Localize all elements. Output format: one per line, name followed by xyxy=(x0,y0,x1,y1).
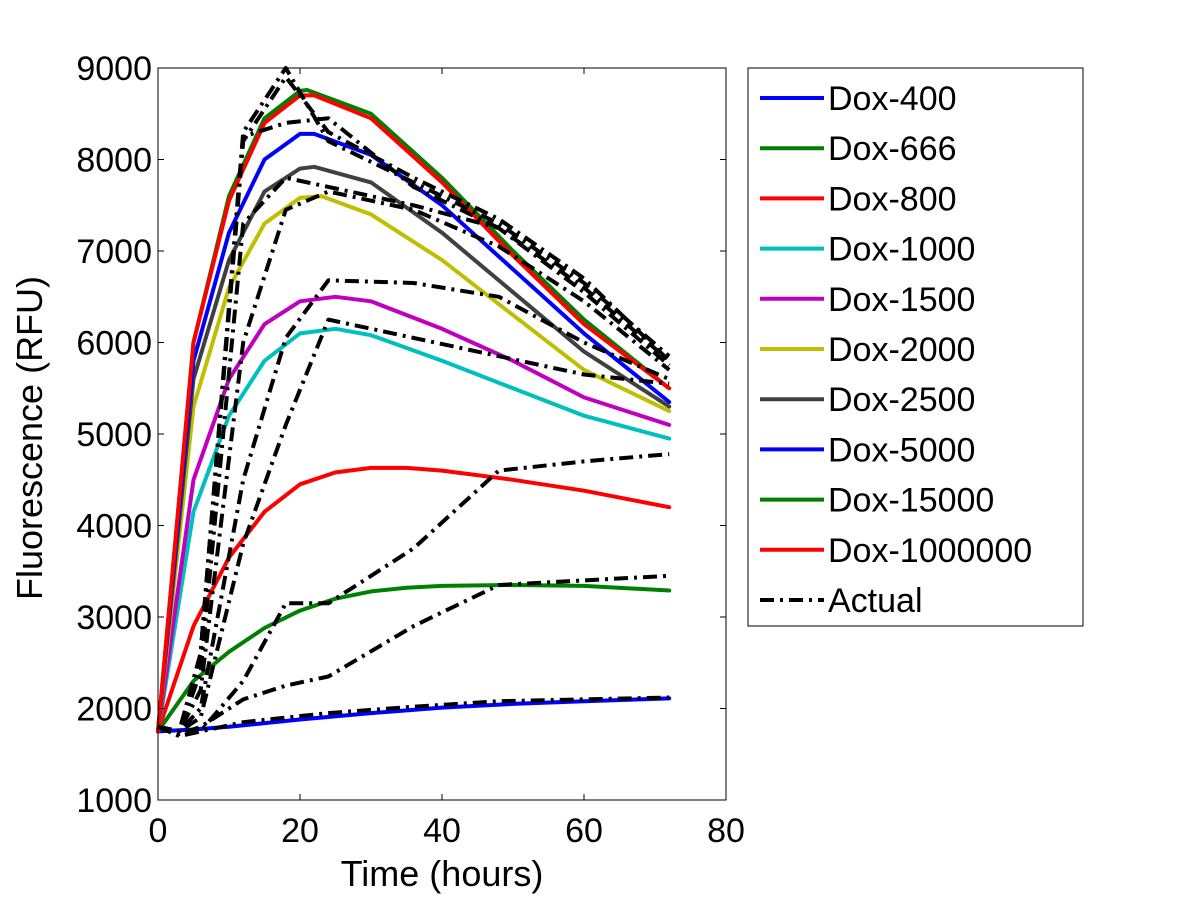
legend-label: Dox-2000 xyxy=(828,331,975,369)
series-dox-666 xyxy=(156,583,672,734)
y-axis-label: Fluorescence (RFU) xyxy=(9,276,50,600)
legend-label: Dox-5000 xyxy=(828,431,975,469)
series-dox-1000 xyxy=(156,326,672,734)
series-layer xyxy=(156,66,672,738)
x-tick-label: 40 xyxy=(423,812,461,850)
legend-item: Dox-15000 xyxy=(760,482,994,520)
series-line xyxy=(156,326,672,734)
y-tick-label: 9000 xyxy=(76,50,152,88)
legend-label: Dox-2500 xyxy=(828,381,975,419)
series-line xyxy=(156,583,672,734)
legend-label: Dox-400 xyxy=(828,80,957,118)
legend-label: Dox-800 xyxy=(828,180,957,218)
x-tick-label: 60 xyxy=(565,812,603,850)
series-line-actual xyxy=(157,75,671,734)
series-line xyxy=(156,294,672,734)
legend-item: Dox-1000000 xyxy=(760,532,1032,570)
y-tick-label: 5000 xyxy=(76,416,152,454)
legend-item: Dox-2500 xyxy=(760,381,975,419)
y-tick-label: 6000 xyxy=(76,325,152,363)
legend-item: Dox-1500 xyxy=(760,281,975,319)
series-dox-800 xyxy=(156,465,672,734)
x-tick-label: 80 xyxy=(707,812,745,850)
series-line xyxy=(156,93,672,734)
y-tick-label: 1000 xyxy=(76,782,152,820)
y-axis-ticks: 1000 2000 3000 4000 5000 6000 7000 8000 9000 xyxy=(76,50,726,820)
legend-item: Actual xyxy=(760,582,923,620)
y-tick-label: 2000 xyxy=(76,691,152,729)
series-dox-1000000 xyxy=(156,93,672,734)
x-axis-ticks: 0 20 40 60 80 xyxy=(149,68,745,850)
series-line xyxy=(156,696,672,734)
legend-label: Actual xyxy=(828,582,923,620)
legend-item: Dox-800 xyxy=(760,180,957,218)
series-line-actual xyxy=(157,452,670,738)
legend-item: Dox-400 xyxy=(760,80,957,118)
legend: Dox-400 Dox-666 Dox-800 Dox-1000 Dox-1500 Dox… xyxy=(747,67,1084,627)
legend-item: Dox-2000 xyxy=(760,331,975,369)
legend-label: Dox-1000000 xyxy=(828,532,1032,570)
x-tick-label: 20 xyxy=(281,812,319,850)
legend-item: Dox-666 xyxy=(760,130,957,168)
series-line xyxy=(156,131,672,734)
series-line-actual xyxy=(157,189,671,734)
y-tick-label: 4000 xyxy=(76,508,152,546)
series-dox-2500 xyxy=(156,164,672,734)
legend-label: Dox-15000 xyxy=(828,482,994,520)
series-dox-2000 xyxy=(156,194,672,734)
series-dox-400 xyxy=(156,696,672,734)
legend-label: Dox-1000 xyxy=(828,231,975,269)
legend-item: Dox-1000 xyxy=(760,231,975,269)
series-line-actual xyxy=(157,317,670,734)
series-line xyxy=(156,164,672,734)
series-line-actual xyxy=(157,573,670,737)
series-line-actual xyxy=(157,695,670,738)
series-dox-5000 xyxy=(156,131,672,734)
series-line xyxy=(156,194,672,734)
series-line xyxy=(156,465,672,734)
legend-item: Dox-5000 xyxy=(760,431,975,469)
x-axis-label: Time (hours) xyxy=(341,853,544,894)
x-tick-label: 0 xyxy=(149,812,168,850)
legend-label: Dox-1500 xyxy=(828,281,975,319)
y-tick-label: 8000 xyxy=(76,142,152,180)
series-actual xyxy=(157,66,671,738)
y-tick-label: 3000 xyxy=(76,599,152,637)
legend-label: Dox-666 xyxy=(828,130,957,168)
series-line-actual xyxy=(157,278,670,734)
series-dox-1500 xyxy=(156,294,672,734)
y-tick-label: 7000 xyxy=(76,233,152,271)
